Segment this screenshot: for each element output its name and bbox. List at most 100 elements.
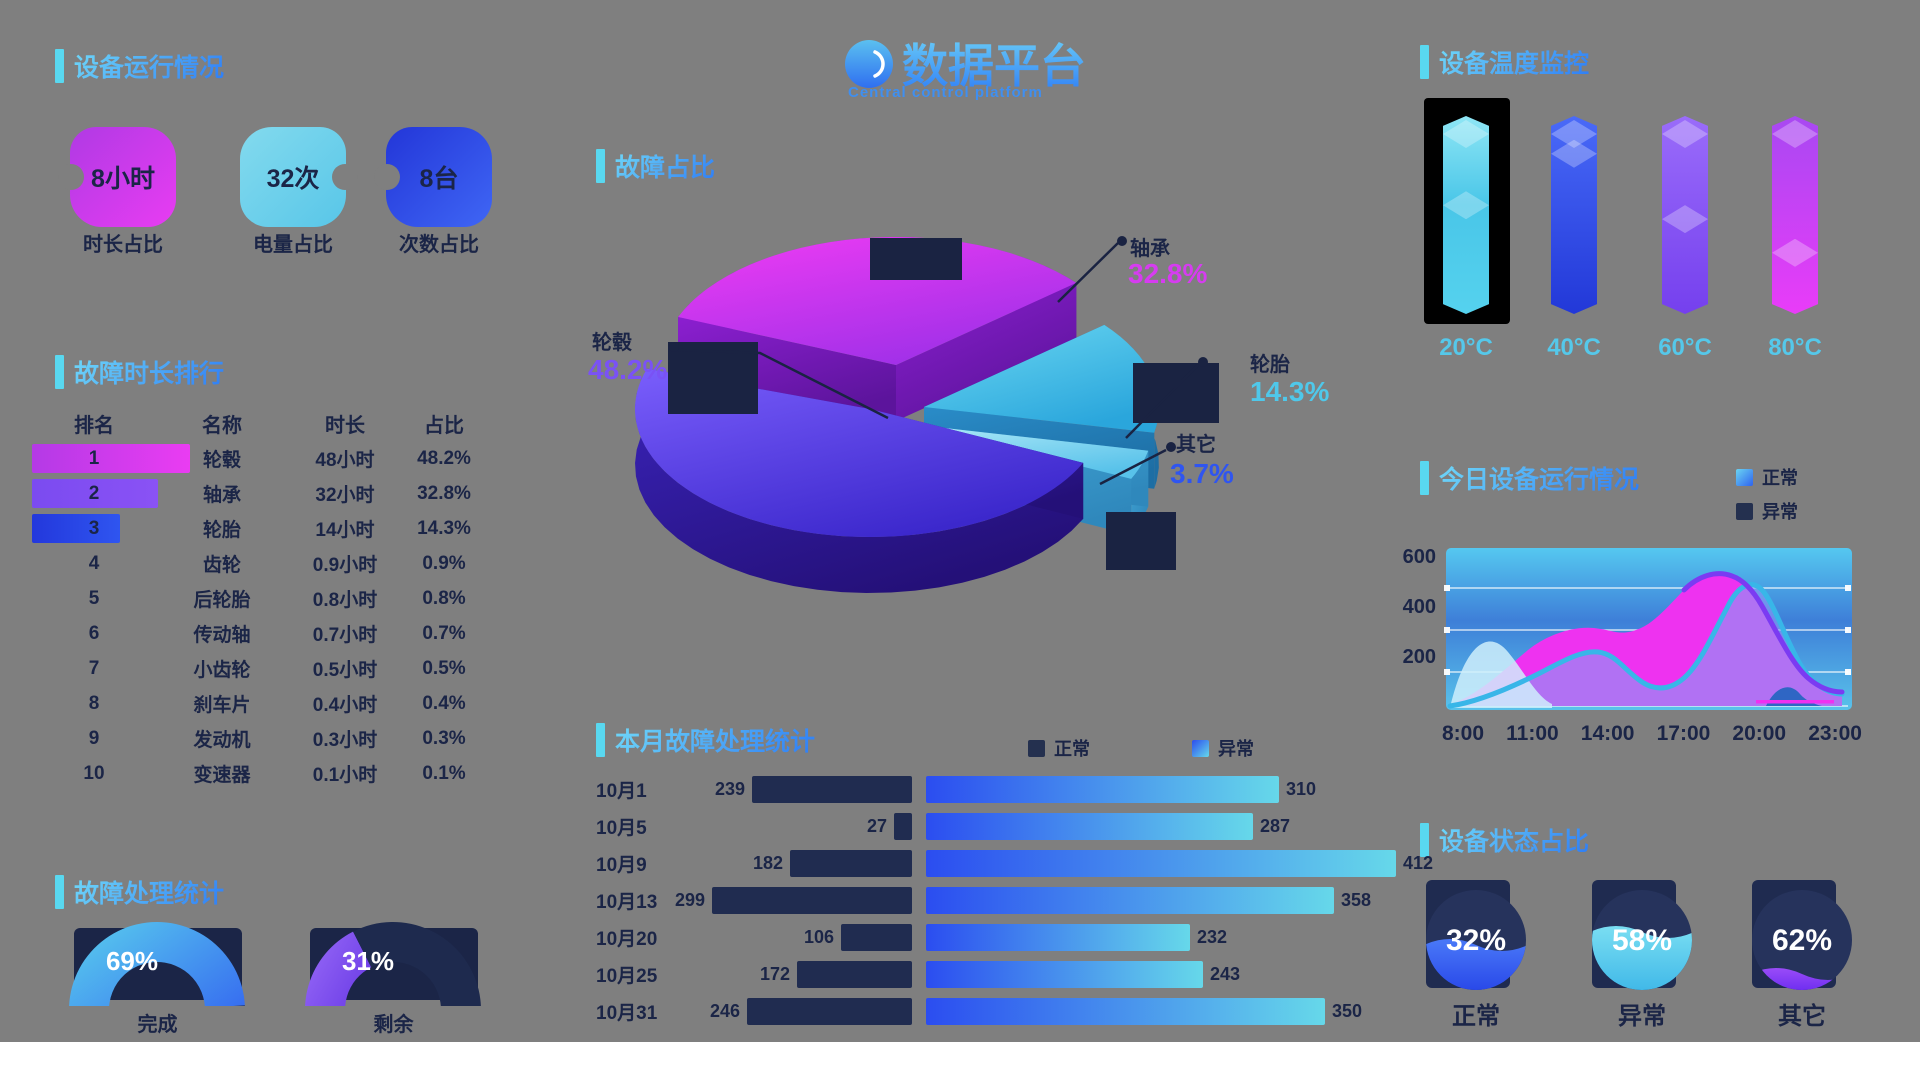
duration-cell: 0.9小时: [312, 555, 378, 576]
pie-slice-wall: [1131, 450, 1149, 535]
legend-label: 正常: [1762, 468, 1798, 488]
section-title-pie: 故障占比: [596, 148, 715, 184]
duration-cell: 48小时: [315, 450, 375, 471]
pie-leader-line: [677, 348, 889, 420]
tornado-right-bar: [926, 997, 1325, 1025]
section-title-status: 设备状态占比: [1420, 822, 1589, 858]
tornado-left-value: 299: [674, 889, 705, 910]
tornado-right-zone: 310: [926, 775, 1316, 803]
pie-slice-wall: [678, 237, 1077, 374]
thermo-facet-diamond: [1443, 191, 1489, 220]
pie-slice-edge-wall: [924, 407, 1155, 489]
tornado-left-bar: [752, 775, 912, 803]
name-cell: 轴承: [202, 485, 241, 506]
pie-slice: [634, 368, 1084, 593]
tornado-right-zone: 243: [926, 960, 1240, 988]
pill-notch: [374, 164, 400, 190]
gauge-value: 31%: [342, 946, 394, 976]
section-title-thermo: 设备温度监控: [1420, 44, 1589, 80]
rank-cell: 4: [88, 552, 100, 574]
ball-label: 其它: [1778, 1003, 1826, 1030]
pie-slice-edge-wall: [870, 409, 1084, 519]
pie-label-name: 轴承: [1130, 238, 1170, 260]
tornado-date-label: 10月20: [596, 928, 658, 950]
thermo-temp-label: 80°C: [1768, 334, 1822, 361]
fault-rank-table: 排名 名称 时长 占比 1 轮毂 48小时 48.2% 2 轴承 32小时 32.8% 3 轮胎 14小时 1…: [30, 406, 484, 791]
status-ball-正常: 32%: [1426, 880, 1526, 990]
rank-cell: 3: [88, 517, 100, 539]
table-row: 7 小齿轮 0.5小时 0.5%: [30, 651, 484, 686]
ball-value: 32%: [1446, 924, 1506, 957]
legend-item-area-normal[interactable]: 正常: [1736, 464, 1798, 490]
thermo-column-80°C[interactable]: [1772, 116, 1818, 314]
pie-callout-box: [668, 342, 758, 414]
table-header-cell: 时长: [325, 415, 365, 437]
thermo-facet-diamond: [1772, 238, 1818, 267]
pie-slice-edge-wall: [647, 368, 870, 465]
legend-item-area-abnormal[interactable]: 异常: [1736, 498, 1798, 524]
name-cell: 传动轴: [193, 625, 251, 646]
tornado-right-zone: 232: [926, 923, 1228, 951]
rank-cell: 2: [88, 482, 100, 504]
rank-highlight-bar: [32, 514, 120, 543]
gauge-value: 69%: [106, 946, 158, 976]
page-subtitle: Central control platform: [848, 84, 1043, 101]
tornado-right-bar: [926, 886, 1334, 914]
table-row: 8 刹车片 0.4小时 0.4%: [30, 686, 484, 721]
area-x-tick: 20:00: [1732, 722, 1787, 745]
tornado-left-value: 182: [752, 852, 783, 873]
pie-leader-dot: [1166, 442, 1176, 452]
rank-cell: 5: [88, 587, 100, 609]
duration-cell: 0.7小时: [312, 625, 378, 646]
stat-pill-cyan: 32次: [240, 127, 358, 227]
pie-slice-edge-wall: [896, 282, 1077, 421]
duration-cell: 0.5小时: [312, 660, 378, 681]
legend-item-normal[interactable]: 正常: [1028, 735, 1090, 761]
tornado-left-zone: 27: [662, 812, 912, 840]
thermo-column-20°C[interactable]: [1443, 116, 1489, 314]
duration-cell: 0.8小时: [312, 590, 378, 611]
title-accent-bar: [1420, 461, 1429, 495]
table-row: 10 变速器 0.1小时 0.1%: [30, 756, 484, 791]
tornado-left-bar: [747, 997, 912, 1025]
tornado-left-bar: [712, 886, 912, 914]
rank-cell: 9: [88, 727, 100, 749]
page-title: 数据平台: [902, 30, 1086, 96]
pie-callout-box: [870, 238, 962, 280]
ball-label: 正常: [1452, 1003, 1500, 1030]
name-cell: 轮胎: [202, 520, 241, 541]
daily-run-area-chart: [1444, 548, 1852, 710]
tornado-left-zone: 246: [662, 997, 912, 1025]
thermo-facet-diamond: [1443, 120, 1489, 148]
thermo-column-40°C[interactable]: [1551, 116, 1597, 314]
tornado-left-zone: 299: [662, 886, 912, 914]
rank-cell: 10: [83, 762, 105, 784]
pie-callout-box: [1106, 512, 1176, 570]
stat-pill-magenta: 8小时: [58, 127, 176, 227]
legend-label: 异常: [1218, 739, 1254, 759]
name-cell: 小齿轮: [193, 660, 251, 681]
legend-label: 正常: [1054, 739, 1090, 759]
tornado-right-bar: [926, 923, 1190, 951]
section-title-process-stat: 故障处理统计: [55, 874, 224, 910]
section-title-fault-rank: 故障时长排行: [55, 354, 224, 390]
thermo-facet-diamond: [1662, 205, 1708, 234]
tornado-date-label: 10月5: [596, 817, 647, 839]
tornado-right-bar: [926, 812, 1253, 840]
area-y-tick: 600: [1402, 546, 1436, 568]
pie-slice: [678, 237, 1077, 421]
gauge-filled-arc: [69, 922, 245, 1006]
tornado-right-value: 232: [1197, 926, 1228, 947]
tornado-date-label: 10月31: [596, 1002, 658, 1024]
legend-item-abnormal[interactable]: 异常: [1192, 735, 1254, 761]
duration-cell: 32小时: [315, 485, 375, 506]
stat-value: 8小时: [91, 165, 155, 193]
tornado-row: 10月9 182 412: [596, 848, 1433, 878]
tornado-right-zone: 350: [926, 997, 1362, 1025]
ratio-cell: 14.3%: [417, 517, 471, 539]
title-accent-bar: [55, 355, 64, 389]
stat-label: 电量占比: [253, 234, 333, 256]
pie-leader-line: [1057, 242, 1119, 303]
thermo-column-60°C[interactable]: [1662, 116, 1708, 314]
pie-slice-edge-wall: [918, 425, 1132, 535]
